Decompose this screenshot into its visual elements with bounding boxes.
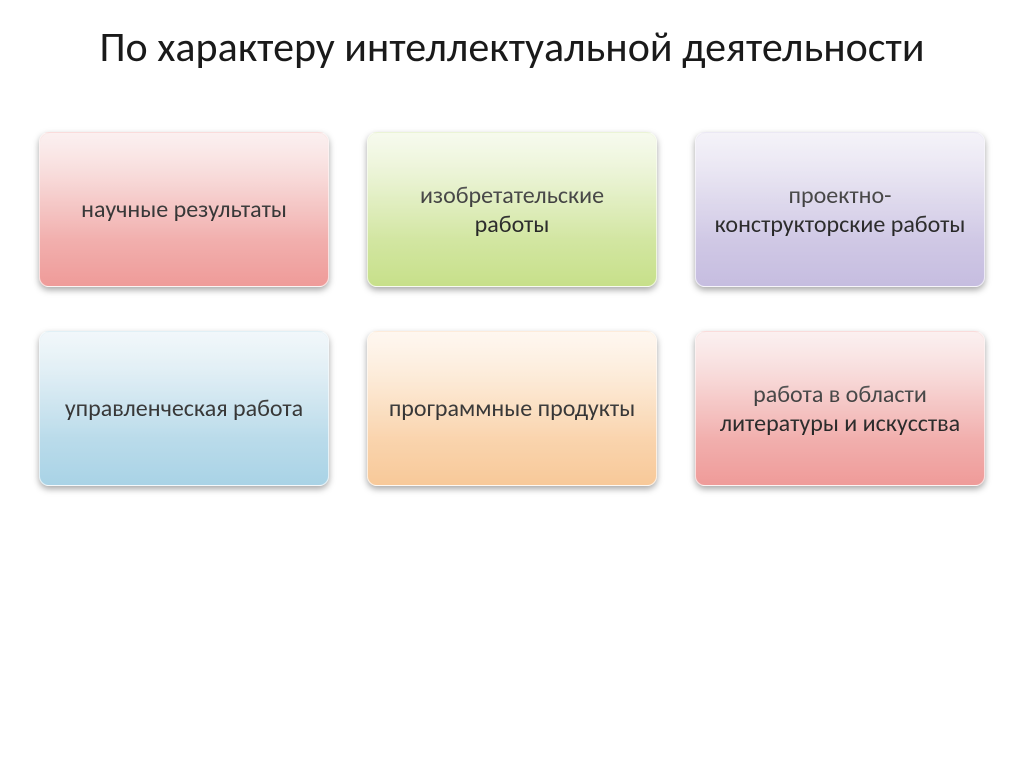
card-label: работа в области литературы и искусства	[714, 380, 966, 439]
card-label: научные результаты	[81, 195, 287, 224]
card-design-engineering: проектно-конструкторские работы	[695, 132, 985, 287]
card-grid: научные результаты изобретательские рабо…	[39, 132, 985, 486]
card-label: изобретательские работы	[386, 181, 638, 240]
card-label: проектно-конструкторские работы	[714, 181, 966, 240]
card-scientific-results: научные результаты	[39, 132, 329, 287]
card-inventive-works: изобретательские работы	[367, 132, 657, 287]
card-label: программные продукты	[389, 394, 635, 423]
card-software-products: программные продукты	[367, 331, 657, 486]
card-literature-art: работа в области литературы и искусства	[695, 331, 985, 486]
card-management-work: управленческая работа	[39, 331, 329, 486]
card-label: управленческая работа	[65, 394, 303, 423]
page-title: По характеру интеллектуальной деятельнос…	[99, 24, 924, 72]
